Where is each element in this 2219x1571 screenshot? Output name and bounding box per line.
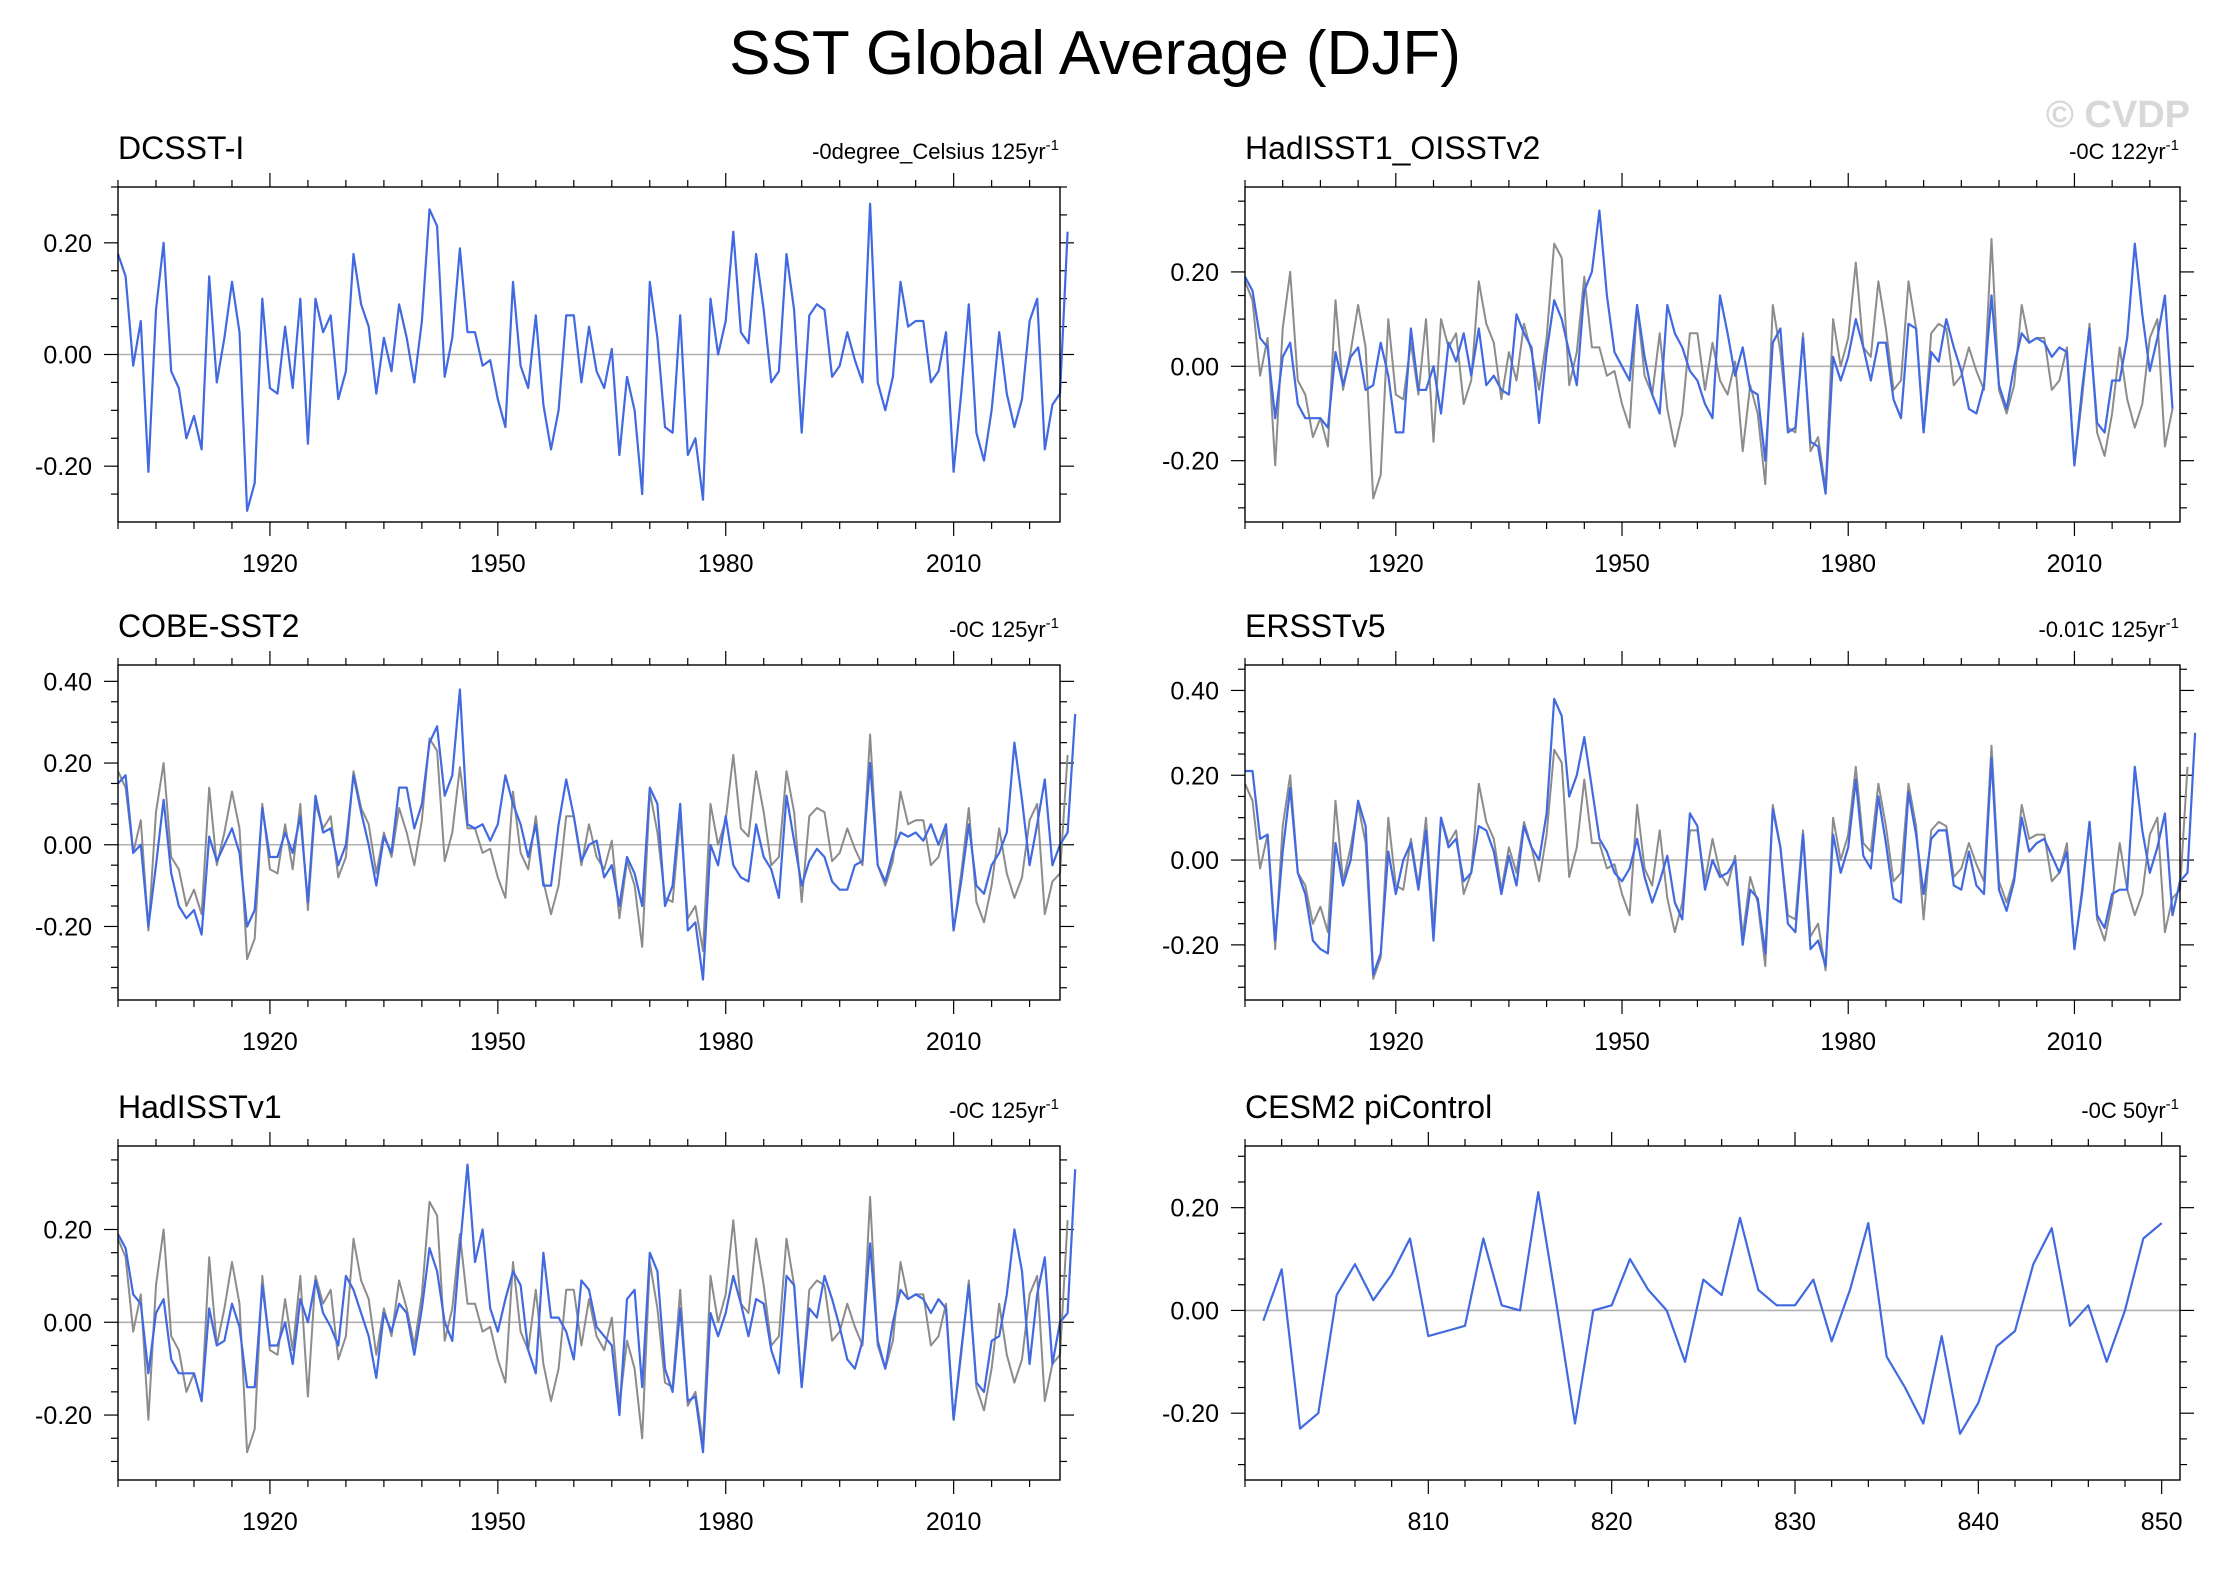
y-tick-label: 0.20 [43,750,92,778]
panel-2: HadISST1_OISSTv2 -0C 122yr-1 -0.20 0.00 0.20… [1162,130,2194,578]
main-series-line [1245,697,2197,976]
y-tick-label: 0.00 [43,1309,92,1337]
x-tick-label: 1920 [1368,550,1424,578]
x-tick-label: 830 [1774,1508,1816,1536]
y-tick-label: 0.00 [1170,353,1219,381]
x-tick-label: 1920 [242,1508,298,1536]
y-tick-label: -0.20 [35,453,92,481]
trend-superscript: -1 [1046,1096,1059,1113]
panel-title: ERSSTv5 [1245,608,1385,644]
x-tick-label: 1950 [470,550,526,578]
trend-text: -0C 125yr [949,1098,1046,1123]
x-tick-label: 1920 [242,1028,298,1056]
watermark: © CVDP [2046,94,2190,136]
x-tick-label: 1920 [242,550,298,578]
trend-label: -0C 122yr-1 [2069,137,2179,164]
x-tick-label: 1950 [470,1508,526,1536]
y-tick-label: 0.20 [1170,1195,1219,1223]
x-tick-label: 1980 [698,550,754,578]
y-tick-label: -0.20 [1162,1400,1219,1428]
y-tick-label: 0.20 [43,230,92,258]
plot-frame [117,664,1061,1001]
plot-frame [1244,186,2181,523]
y-tick-label: 0.40 [43,668,92,696]
x-tick-label: 1920 [1368,1028,1424,1056]
panel-title: CESM2 piControl [1245,1089,1492,1125]
y-tick-label: 0.20 [1170,762,1219,790]
x-tick-label: 1980 [1820,550,1876,578]
x-tick-label: 1980 [698,1508,754,1536]
main-series-line [1262,1191,2163,1435]
panel-3: COBE-SST2 -0C 125yr-1 -0.20 0.00 0.20 0.40 192… [35,608,1077,1056]
x-tick-label: 1950 [470,1028,526,1056]
y-tick-label: 0.00 [1170,1297,1219,1325]
trend-superscript: -1 [2166,615,2179,632]
panel-title: COBE-SST2 [118,608,299,644]
x-tick-label: 1980 [1820,1028,1876,1056]
x-tick-label: 2010 [926,1028,982,1056]
x-tick-label: 820 [1591,1508,1633,1536]
x-tick-label: 1950 [1594,550,1650,578]
trend-superscript: -1 [1046,615,1059,632]
y-tick-label: -0.20 [35,1402,92,1430]
x-tick-label: 2010 [2047,1028,2103,1056]
trend-label: -0C 125yr-1 [949,615,1059,642]
trend-superscript: -1 [2166,137,2179,154]
y-tick-label: 0.40 [1170,677,1219,705]
y-tick-label: -0.20 [1162,932,1219,960]
panel-title: DCSST-I [118,130,244,166]
x-tick-label: 850 [2141,1508,2183,1536]
trend-text: -0C 125yr [949,617,1046,642]
plot-frame [117,186,1061,523]
y-tick-label: 0.20 [1170,259,1219,287]
y-tick-label: 0.20 [43,1217,92,1245]
main-series-line [117,688,1077,981]
trend-superscript: -1 [1046,137,1059,154]
figure-title: SST Global Average (DJF) [729,19,1461,88]
trend-text: -0degree_Celsius 125yr [812,139,1046,164]
x-tick-label: 2010 [926,550,982,578]
plot-frame [1244,1145,2181,1481]
x-tick-label: 840 [1957,1508,1999,1536]
trend-text: -0C 50yr [2081,1098,2165,1123]
y-tick-label: 0.00 [1170,847,1219,875]
panel-1: DCSST-I -0degree_Celsius 125yr-1 -0.20 0.00… [35,130,1074,578]
reference-series-line [117,733,1069,961]
x-tick-label: 1950 [1594,1028,1650,1056]
x-tick-label: 1980 [698,1028,754,1056]
panel-title: HadISST1_OISSTv2 [1245,130,1540,166]
panel-4: ERSSTv5 -0.01C 125yr-1 -0.20 0.00 0.20 0.40 19… [1162,608,2197,1056]
plot-frame [117,1145,1061,1481]
y-tick-label: -0.20 [1162,448,1219,476]
x-tick-label: 2010 [2047,550,2103,578]
panels: DCSST-I -0degree_Celsius 125yr-1-0.200.00… [35,130,2197,1536]
main-series-line [116,202,1069,512]
y-tick-label: 0.00 [43,342,92,370]
main-series-line [117,1163,1077,1454]
panel-6: CESM2 piControl -0C 50yr-1 -0.20 0.00 0.20 81… [1162,1089,2194,1536]
trend-text: -0C 122yr [2069,139,2166,164]
trend-superscript: -1 [2166,1096,2179,1113]
y-tick-label: -0.20 [35,913,92,941]
panel-title: HadISSTv1 [118,1089,282,1125]
main-series-line [1244,209,2174,495]
x-tick-label: 2010 [926,1508,982,1536]
y-tick-label: 0.00 [43,832,92,860]
trend-label: -0C 50yr-1 [2081,1096,2179,1123]
plot-frame [1244,664,2181,1001]
trend-text: -0.01C 125yr [2038,617,2165,642]
panel-5: HadISSTv1 -0C 125yr-1 -0.20 0.00 0.20 1920 195… [35,1089,1077,1536]
trend-label: -0degree_Celsius 125yr-1 [812,137,1059,164]
trend-label: -0C 125yr-1 [949,1096,1059,1123]
x-tick-label: 810 [1407,1508,1449,1536]
reference-series-line [1244,744,2189,980]
trend-label: -0.01C 125yr-1 [2038,615,2179,642]
